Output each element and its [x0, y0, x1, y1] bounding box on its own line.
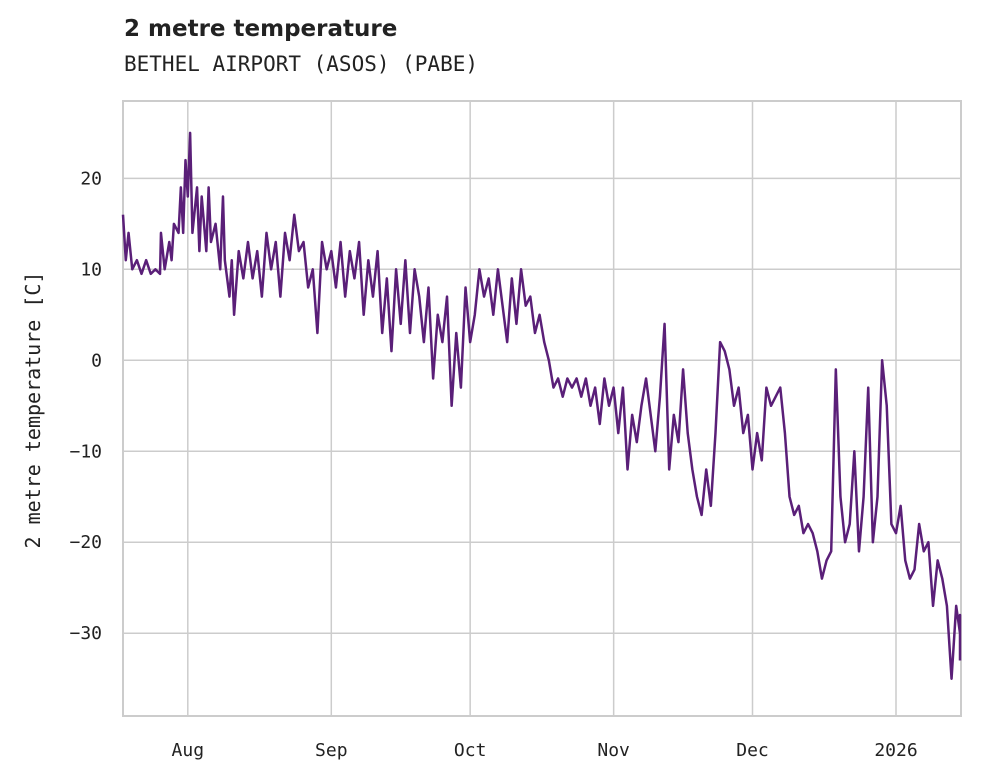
x-tick-label: Aug [172, 740, 205, 761]
temperature-series-line [121, 131, 962, 680]
y-axis-label: 2 metre temperature [C] [21, 272, 45, 549]
chart-subtitle: BETHEL AIRPORT (ASOS) (PABE) [124, 52, 479, 76]
x-tick-label: 2026 [874, 740, 917, 761]
y-tick-label: −20 [69, 532, 102, 553]
y-tick-label: −10 [69, 441, 102, 462]
x-tick-label: Nov [597, 740, 630, 761]
chart-title: 2 metre temperature [124, 16, 398, 42]
y-tick-label: 20 [80, 168, 102, 189]
x-tick-label: Dec [736, 740, 769, 761]
y-tick-label: −30 [69, 623, 102, 644]
y-tick-label: 0 [91, 350, 102, 371]
plot-frame [122, 100, 962, 717]
y-tick-label: 10 [80, 259, 102, 280]
x-tick-label: Sep [315, 740, 348, 761]
x-tick-label: Oct [454, 740, 487, 761]
